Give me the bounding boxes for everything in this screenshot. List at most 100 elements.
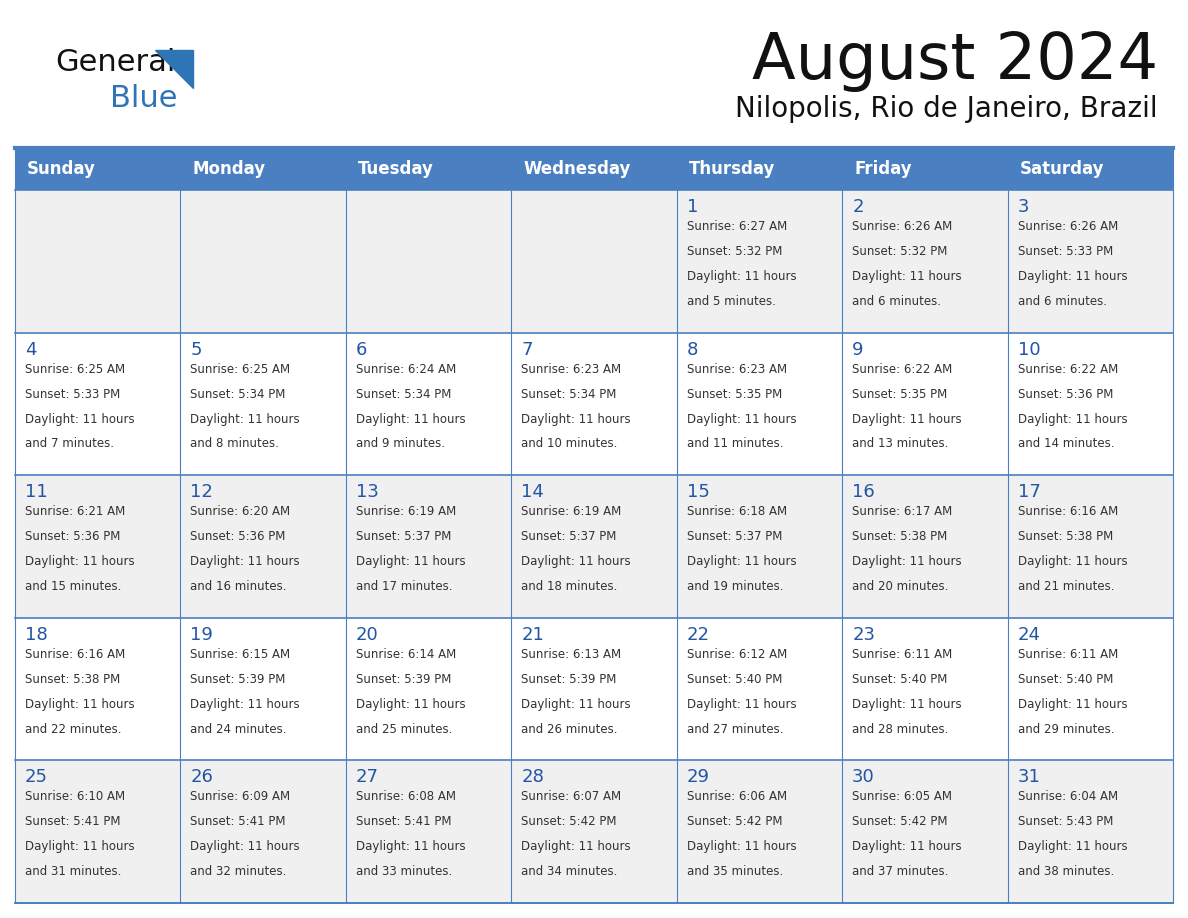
Bar [15, 190, 1173, 332]
Text: 18: 18 [25, 626, 48, 644]
Text: 11: 11 [25, 483, 48, 501]
Text: Sunrise: 6:06 AM: Sunrise: 6:06 AM [687, 790, 786, 803]
Text: and 24 minutes.: and 24 minutes. [190, 722, 287, 735]
Text: and 27 minutes.: and 27 minutes. [687, 722, 783, 735]
Text: Sunrise: 6:17 AM: Sunrise: 6:17 AM [852, 505, 953, 518]
Text: Wednesday: Wednesday [523, 160, 631, 178]
Text: and 16 minutes.: and 16 minutes. [190, 580, 287, 593]
Text: and 35 minutes.: and 35 minutes. [687, 866, 783, 879]
Text: 16: 16 [852, 483, 874, 501]
Text: Sunrise: 6:16 AM: Sunrise: 6:16 AM [1018, 505, 1118, 518]
Text: Sunrise: 6:22 AM: Sunrise: 6:22 AM [1018, 363, 1118, 375]
Text: Sunset: 5:39 PM: Sunset: 5:39 PM [522, 673, 617, 686]
Text: Sunset: 5:37 PM: Sunset: 5:37 PM [356, 531, 451, 543]
Text: Sunset: 5:42 PM: Sunset: 5:42 PM [687, 815, 782, 828]
Text: Sunset: 5:38 PM: Sunset: 5:38 PM [1018, 531, 1113, 543]
Text: Daylight: 11 hours: Daylight: 11 hours [852, 840, 962, 854]
Text: Nilopolis, Rio de Janeiro, Brazil: Nilopolis, Rio de Janeiro, Brazil [735, 95, 1158, 123]
Text: Daylight: 11 hours: Daylight: 11 hours [25, 555, 134, 568]
Text: Sunset: 5:34 PM: Sunset: 5:34 PM [190, 387, 286, 400]
Text: Sunrise: 6:15 AM: Sunrise: 6:15 AM [190, 648, 291, 661]
Text: Sunrise: 6:18 AM: Sunrise: 6:18 AM [687, 505, 786, 518]
Text: Sunset: 5:35 PM: Sunset: 5:35 PM [687, 387, 782, 400]
Text: and 20 minutes.: and 20 minutes. [852, 580, 948, 593]
Text: and 8 minutes.: and 8 minutes. [190, 438, 279, 451]
Text: 30: 30 [852, 768, 874, 787]
Text: and 31 minutes.: and 31 minutes. [25, 866, 121, 879]
Text: Sunrise: 6:09 AM: Sunrise: 6:09 AM [190, 790, 291, 803]
Text: and 33 minutes.: and 33 minutes. [356, 866, 453, 879]
Text: Sunset: 5:39 PM: Sunset: 5:39 PM [356, 673, 451, 686]
Text: Friday: Friday [854, 160, 911, 178]
Text: Tuesday: Tuesday [358, 160, 434, 178]
Text: and 26 minutes.: and 26 minutes. [522, 722, 618, 735]
Text: Daylight: 11 hours: Daylight: 11 hours [25, 840, 134, 854]
Text: 15: 15 [687, 483, 709, 501]
Text: 24: 24 [1018, 626, 1041, 644]
Text: and 37 minutes.: and 37 minutes. [852, 866, 948, 879]
Text: Sunset: 5:37 PM: Sunset: 5:37 PM [687, 531, 782, 543]
Text: and 5 minutes.: and 5 minutes. [687, 295, 776, 308]
Text: Sunrise: 6:08 AM: Sunrise: 6:08 AM [356, 790, 456, 803]
Text: Sunset: 5:42 PM: Sunset: 5:42 PM [852, 815, 948, 828]
Text: Thursday: Thursday [689, 160, 775, 178]
Text: Daylight: 11 hours: Daylight: 11 hours [852, 412, 962, 426]
Text: Sunrise: 6:11 AM: Sunrise: 6:11 AM [852, 648, 953, 661]
Text: and 6 minutes.: and 6 minutes. [1018, 295, 1106, 308]
Text: and 9 minutes.: and 9 minutes. [356, 438, 444, 451]
Text: and 34 minutes.: and 34 minutes. [522, 866, 618, 879]
Text: 3: 3 [1018, 198, 1029, 216]
Text: Daylight: 11 hours: Daylight: 11 hours [356, 840, 466, 854]
Text: Daylight: 11 hours: Daylight: 11 hours [687, 412, 796, 426]
Text: Sunrise: 6:25 AM: Sunrise: 6:25 AM [190, 363, 291, 375]
Text: Sunset: 5:36 PM: Sunset: 5:36 PM [190, 531, 286, 543]
Text: and 17 minutes.: and 17 minutes. [356, 580, 453, 593]
Text: Sunrise: 6:26 AM: Sunrise: 6:26 AM [852, 220, 953, 233]
Text: General: General [55, 48, 176, 77]
Text: Daylight: 11 hours: Daylight: 11 hours [25, 412, 134, 426]
Text: Sunrise: 6:07 AM: Sunrise: 6:07 AM [522, 790, 621, 803]
Text: Daylight: 11 hours: Daylight: 11 hours [522, 840, 631, 854]
Text: Daylight: 11 hours: Daylight: 11 hours [1018, 412, 1127, 426]
Text: Sunset: 5:38 PM: Sunset: 5:38 PM [852, 531, 947, 543]
Text: Daylight: 11 hours: Daylight: 11 hours [522, 412, 631, 426]
Bar [15, 760, 1173, 903]
Text: Sunset: 5:40 PM: Sunset: 5:40 PM [1018, 673, 1113, 686]
Text: 2: 2 [852, 198, 864, 216]
Text: and 25 minutes.: and 25 minutes. [356, 722, 453, 735]
Text: and 10 minutes.: and 10 minutes. [522, 438, 618, 451]
Text: Sunset: 5:33 PM: Sunset: 5:33 PM [1018, 245, 1113, 258]
Text: and 22 minutes.: and 22 minutes. [25, 722, 121, 735]
Text: Daylight: 11 hours: Daylight: 11 hours [687, 698, 796, 711]
Text: Sunrise: 6:19 AM: Sunrise: 6:19 AM [522, 505, 621, 518]
Text: Daylight: 11 hours: Daylight: 11 hours [1018, 698, 1127, 711]
Text: Sunset: 5:42 PM: Sunset: 5:42 PM [522, 815, 617, 828]
Text: and 32 minutes.: and 32 minutes. [190, 866, 286, 879]
Text: Daylight: 11 hours: Daylight: 11 hours [852, 698, 962, 711]
Text: Sunset: 5:43 PM: Sunset: 5:43 PM [1018, 815, 1113, 828]
Text: Sunset: 5:41 PM: Sunset: 5:41 PM [356, 815, 451, 828]
Text: Sunset: 5:36 PM: Sunset: 5:36 PM [1018, 387, 1113, 400]
Text: Sunset: 5:41 PM: Sunset: 5:41 PM [25, 815, 120, 828]
Text: 23: 23 [852, 626, 876, 644]
Bar [15, 476, 1173, 618]
Text: and 6 minutes.: and 6 minutes. [852, 295, 941, 308]
Text: Sunset: 5:39 PM: Sunset: 5:39 PM [190, 673, 286, 686]
Text: 6: 6 [356, 341, 367, 359]
Text: Daylight: 11 hours: Daylight: 11 hours [687, 840, 796, 854]
Text: Sunday: Sunday [27, 160, 96, 178]
Text: Sunset: 5:35 PM: Sunset: 5:35 PM [852, 387, 947, 400]
Text: 20: 20 [356, 626, 379, 644]
Text: Sunset: 5:41 PM: Sunset: 5:41 PM [190, 815, 286, 828]
Text: Sunrise: 6:27 AM: Sunrise: 6:27 AM [687, 220, 786, 233]
Text: Daylight: 11 hours: Daylight: 11 hours [356, 698, 466, 711]
Text: Daylight: 11 hours: Daylight: 11 hours [1018, 555, 1127, 568]
Text: 10: 10 [1018, 341, 1041, 359]
Text: Sunrise: 6:23 AM: Sunrise: 6:23 AM [687, 363, 786, 375]
Text: Sunrise: 6:20 AM: Sunrise: 6:20 AM [190, 505, 291, 518]
Text: 19: 19 [190, 626, 214, 644]
Text: 26: 26 [190, 768, 214, 787]
Text: Sunset: 5:34 PM: Sunset: 5:34 PM [356, 387, 451, 400]
Text: Sunset: 5:36 PM: Sunset: 5:36 PM [25, 531, 120, 543]
Text: 9: 9 [852, 341, 864, 359]
